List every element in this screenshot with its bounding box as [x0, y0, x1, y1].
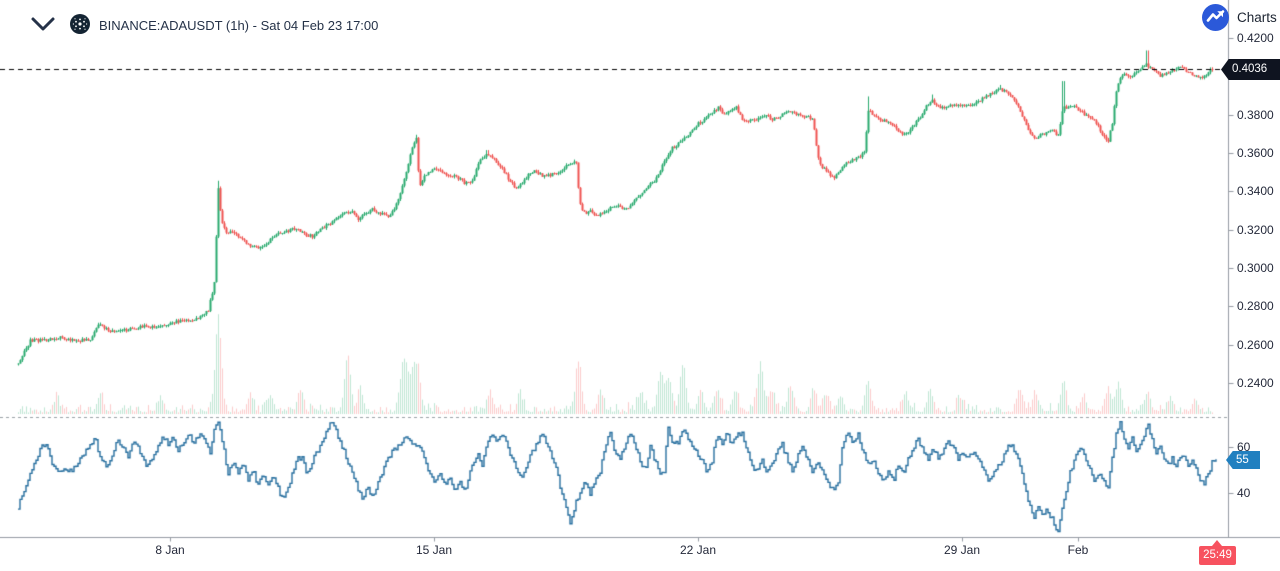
rsi-value-badge: 55 — [1226, 451, 1260, 469]
time-axis-label: Feb — [1067, 543, 1089, 557]
attribution-link[interactable]: Charts p — [1237, 10, 1280, 25]
price-axis-label: 0.3800 — [1237, 107, 1274, 122]
rsi-axis-label: 40 — [1237, 486, 1251, 500]
time-axis-label: 22 Jan — [679, 543, 717, 557]
price-axis-label: 0.3000 — [1237, 260, 1274, 275]
current-price-badge: 0.4036 — [1221, 59, 1280, 80]
price-axis-label: 0.3400 — [1237, 184, 1274, 199]
ada-coin-icon — [70, 14, 90, 34]
price-axis-label: 0.2800 — [1237, 299, 1274, 314]
tradingview-logo-icon[interactable] — [1202, 4, 1229, 31]
chevron-down-icon[interactable] — [30, 16, 56, 32]
time-axis-label: 15 Jan — [415, 543, 453, 557]
countdown-caret-icon — [1212, 540, 1222, 546]
symbol-title: BINANCE:ADAUSDT (1h) - Sat 04 Feb 23 17:… — [99, 18, 379, 33]
price-axis-label: 0.2600 — [1237, 337, 1274, 352]
rsi-axis-label: 60 — [1237, 440, 1251, 454]
bar-countdown-badge: 25:49 — [1199, 546, 1236, 565]
price-axis-label: 0.3200 — [1237, 222, 1274, 237]
price-axis-label: 0.3600 — [1237, 145, 1274, 160]
price-axis-label: 0.2400 — [1237, 375, 1274, 390]
time-axis-label: 29 Jan — [943, 543, 981, 557]
time-axis-label: 8 Jan — [155, 543, 185, 557]
price-axis-label: 0.4200 — [1237, 31, 1274, 45]
